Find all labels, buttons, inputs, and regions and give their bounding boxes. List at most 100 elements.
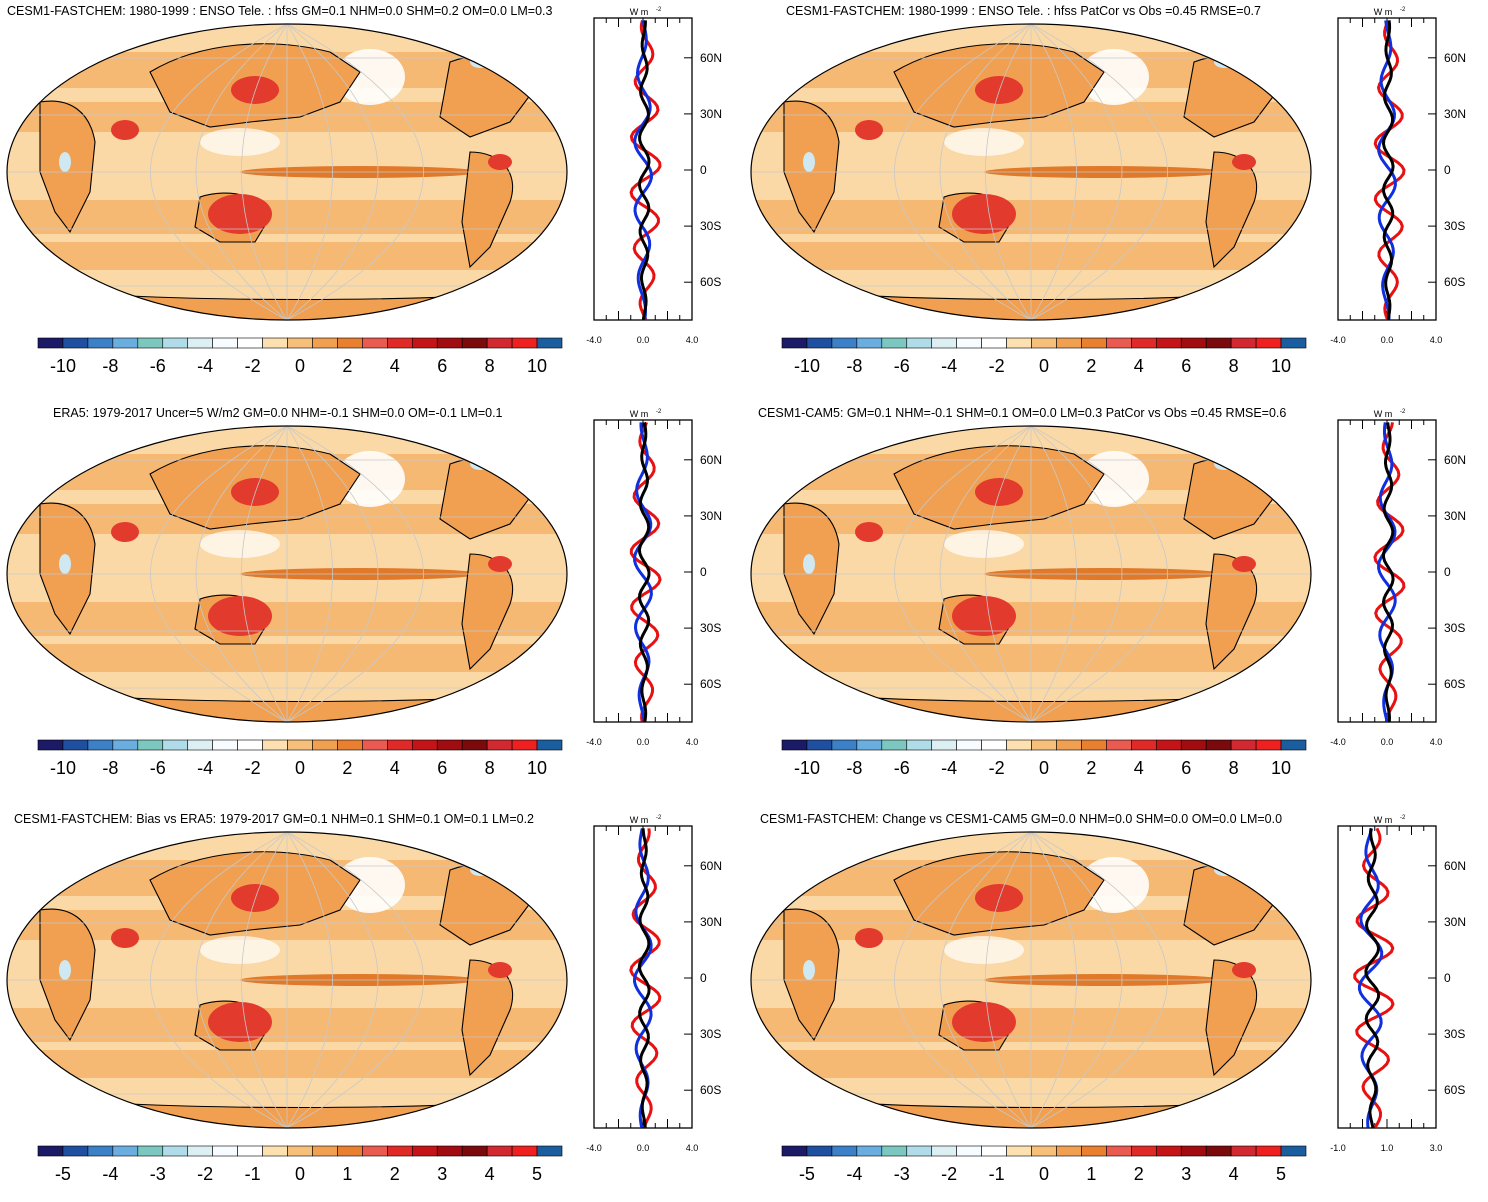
profile-unit-exponent: -2 <box>1400 7 1406 13</box>
hot-spot <box>111 120 139 140</box>
profile-lat-label: 0 <box>1444 565 1451 579</box>
colorbar-swatch <box>1031 337 1057 349</box>
colorbar-swatch <box>1205 337 1232 349</box>
panel-change-vs-cam5: -5 -4 -3 -2 -1 0 1 2 3 4 5 W m -2 -1.0 1.0 3.0 60N 30N 0 30… <box>744 808 1488 1202</box>
cool-patch <box>944 936 1024 964</box>
colorbar: -10 -8 -6 -4 -2 0 2 4 6 8 10 <box>37 739 563 778</box>
colorbar-tick-label: 5 <box>532 1164 542 1184</box>
colorbar-tick-label: 0 <box>1039 1164 1049 1184</box>
ocean-band <box>751 242 1311 270</box>
colorbar-tick-label: -4 <box>197 758 213 778</box>
colorbar-tick-label: 10 <box>1271 758 1291 778</box>
colorbar-tick-label: 6 <box>437 758 447 778</box>
colorbar-tick-label: 5 <box>1276 1164 1286 1184</box>
profile-curve <box>1377 20 1397 320</box>
colorbar-swatch <box>1106 337 1132 349</box>
colorbar-swatch <box>362 739 388 751</box>
colorbar-tick-label: -1 <box>245 1164 261 1184</box>
colorbar-swatch <box>87 1145 114 1157</box>
colorbar-tick-label: 8 <box>1229 356 1239 376</box>
colorbar-swatch <box>436 739 463 751</box>
cool-patch <box>335 49 405 105</box>
cool-spot <box>803 960 815 980</box>
profile-x-tick-label: -4.0 <box>586 335 602 345</box>
colorbar-tick-label: 4 <box>1134 758 1144 778</box>
hot-spot <box>952 194 1016 234</box>
colorbar-swatch <box>37 1145 64 1157</box>
colorbar-swatch <box>981 1145 1007 1157</box>
colorbar: -10 -8 -6 -4 -2 0 2 4 6 8 10 <box>781 739 1307 778</box>
colorbar-swatch <box>856 1145 883 1157</box>
colorbar-swatch <box>237 337 263 349</box>
profile-x-tick-label: 1.0 <box>1381 1143 1394 1153</box>
profile-curve <box>1364 828 1381 1128</box>
colorbar-swatch <box>212 1145 238 1157</box>
colorbar-swatch <box>1280 337 1307 349</box>
colorbar-swatch <box>781 739 808 751</box>
colorbar-tick-label: 0 <box>295 356 305 376</box>
colorbar-tick-label: 4 <box>485 1164 495 1184</box>
colorbar-tick-label: 3 <box>1181 1164 1191 1184</box>
grid-lon <box>241 24 288 320</box>
colorbar-tick-label: 0 <box>1039 758 1049 778</box>
profile-x-tick-label: 4.0 <box>1430 335 1443 345</box>
colorbar-swatch <box>486 1145 513 1157</box>
colorbar-swatch <box>312 1145 338 1157</box>
world-map <box>7 426 567 722</box>
ocean-band <box>7 242 567 270</box>
colorbar-swatch <box>62 337 89 349</box>
hot-spot <box>231 76 279 104</box>
grid-lon <box>286 426 424 722</box>
world-map <box>751 24 1311 320</box>
cool-patch <box>1079 857 1149 913</box>
colorbar-swatch <box>337 739 363 751</box>
grid-lon <box>286 832 379 1128</box>
profile-unit: W m <box>630 409 649 419</box>
profile-lat-label: 60N <box>1444 859 1466 873</box>
colorbar-tick-label: 10 <box>527 356 547 376</box>
colorbar-tick-label: -8 <box>846 758 862 778</box>
panel-title: CESM1-FASTCHEM: Bias vs ERA5: 1979-2017 … <box>14 812 535 826</box>
colorbar-swatch <box>312 337 338 349</box>
colorbar-swatch <box>1131 739 1157 751</box>
colorbar-swatch <box>1280 1145 1307 1157</box>
colorbar-swatch <box>536 337 563 349</box>
world-map <box>7 24 567 320</box>
hot-spot <box>208 1002 272 1042</box>
profile-x-tick-label: -1.0 <box>1330 1143 1346 1153</box>
cool-patch <box>200 530 280 558</box>
profile-lat-label: 0 <box>1444 163 1451 177</box>
colorbar-swatch <box>312 739 338 751</box>
cool-patch <box>944 128 1024 156</box>
profile-lat-label: 30S <box>700 621 721 635</box>
colorbar-swatch <box>906 337 933 349</box>
hot-spot <box>111 928 139 948</box>
profile-lat-label: 0 <box>1444 971 1451 985</box>
colorbar-tick-label: 8 <box>485 758 495 778</box>
colorbar-swatch <box>87 337 114 349</box>
continent <box>1205 553 1258 671</box>
panel-bias-vs-era5: -5 -4 -3 -2 -1 0 1 2 3 4 5 W m -2 -4.0 0.0 4.0 60N 30N 0 30… <box>0 808 744 1202</box>
colorbar-tick-label: -4 <box>197 356 213 376</box>
map-border <box>6 425 568 723</box>
colorbar-swatch <box>1180 739 1207 751</box>
colorbar-tick-label: -6 <box>150 758 166 778</box>
colorbar-tick-label: 2 <box>390 1164 400 1184</box>
map-border <box>6 23 568 321</box>
colorbar-swatch <box>831 739 858 751</box>
colorbar-swatch <box>956 739 982 751</box>
colorbar-tick-label: -10 <box>794 356 820 376</box>
profile-lat-label: 60S <box>1444 677 1465 691</box>
colorbar-swatch <box>486 739 513 751</box>
colorbar-swatch <box>881 739 908 751</box>
profile-x-tick-label: -4.0 <box>586 737 602 747</box>
profile-curve <box>637 20 651 320</box>
map-border <box>6 831 568 1129</box>
colorbar-tick-label: -2 <box>941 1164 957 1184</box>
colorbar-tick-label: -4 <box>941 356 957 376</box>
zonal-mean-profile: W m -2 -1.0 1.0 3.0 60N 30N 0 30S 60S <box>1330 815 1466 1153</box>
profile-lat-label: 60N <box>700 859 722 873</box>
grid-lon <box>894 832 1032 1128</box>
panel-model-enso: -10 -8 -6 -4 -2 0 2 4 6 8 10 W m -2 -4.0 0.0 4.0 60N 30N 0… <box>0 0 744 394</box>
colorbar-swatch <box>1255 337 1282 349</box>
